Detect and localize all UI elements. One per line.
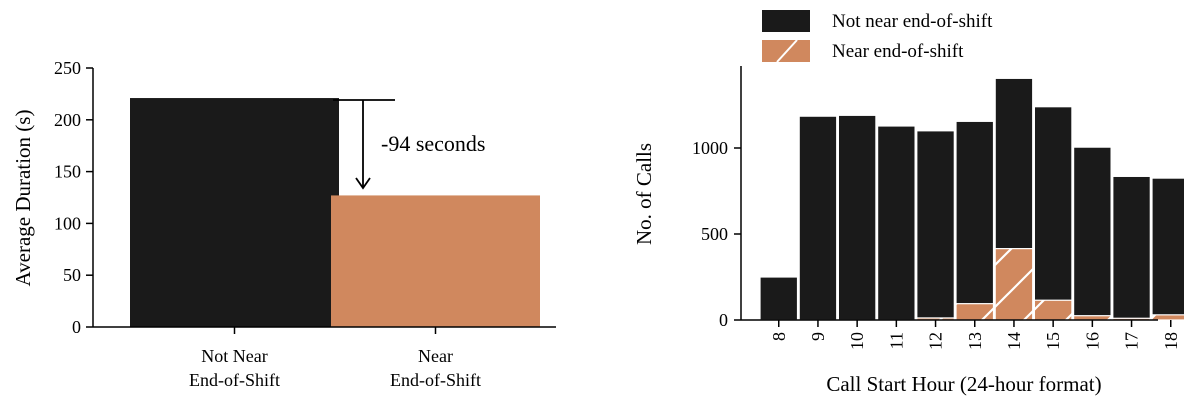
left-y-tick-label: 150	[54, 162, 81, 182]
bar-not-near-hour-16	[1072, 146, 1112, 321]
bar-not-near-hour-11	[876, 125, 916, 321]
bar-near-end-of-shift	[331, 195, 540, 327]
bar-near-hatch-hour-14	[995, 248, 1033, 320]
left-y-axis: 0 50 100 150 200 250	[54, 58, 94, 337]
bar-not-near-hour-10	[837, 114, 877, 321]
bar-near-hatch-hour-12	[916, 317, 955, 320]
right-x-tick-label: 10	[847, 332, 867, 350]
left-y-tick-label: 50	[63, 265, 81, 285]
bar-not-near-hour-18	[1151, 177, 1184, 321]
right-bars	[759, 77, 1184, 321]
bar-not-near-hour-17	[1112, 175, 1151, 321]
annotation-label: -94 seconds	[381, 131, 485, 156]
left-x-tick-label: Not Near	[201, 346, 267, 366]
bar-near-hatch-hour-13	[956, 303, 994, 320]
legend-swatch-near-hatch	[776, 39, 798, 63]
left-y-tick-label: 250	[54, 58, 81, 78]
bar-not-near-hour-9	[798, 115, 838, 321]
right-x-ticks: 8910111213141516171819	[769, 320, 1181, 350]
annotation-arrowhead	[355, 177, 371, 190]
right-x-tick-label: 14	[1004, 332, 1024, 350]
bar-not-near-hour-12	[916, 130, 955, 321]
legend: Not near end-of-shift Near end-of-shift	[762, 10, 993, 63]
bar-not-near-hour-8	[759, 276, 799, 321]
legend-label-not-near: Not near end-of-shift	[832, 11, 993, 32]
bar-not-near-end-of-shift	[130, 98, 339, 327]
right-x-tick-label: 12	[926, 332, 946, 350]
right-chart: Not near end-of-shift Near end-of-shift …	[632, 10, 1184, 396]
right-y-ticks: 0 500 1000	[692, 138, 741, 330]
bar-near-hatch-hour-17	[1112, 318, 1151, 320]
right-x-tick-label: 8	[769, 332, 789, 341]
left-y-tick-label: 200	[54, 110, 81, 130]
left-x-tick-label: Near	[418, 346, 453, 366]
right-x-tick-label: 11	[886, 332, 906, 349]
right-x-tick-label: 15	[1043, 332, 1063, 350]
legend-swatch-not-near	[762, 10, 810, 32]
bar-near-hatch-hour-18	[1152, 314, 1184, 320]
right-x-tick-label: 18	[1161, 332, 1181, 350]
legend-label-near: Near end-of-shift	[832, 41, 964, 62]
right-y-tick-label: 0	[719, 310, 728, 330]
right-y-tick-label: 1000	[692, 138, 728, 158]
left-y-tick-label: 100	[54, 213, 81, 233]
left-y-tick-label: 0	[72, 317, 81, 337]
right-x-tick-label: 16	[1082, 332, 1102, 350]
right-x-tick-label: 13	[965, 332, 985, 350]
left-chart: 0 50 100 150 200 250 Not Near End-of-Shift Near…	[11, 58, 556, 390]
left-bars	[130, 98, 540, 327]
right-x-axis-title: Call Start Hour (24-hour format)	[826, 372, 1101, 396]
left-x-tick-label: End-of-Shift	[390, 370, 481, 390]
right-x-tick-label: 9	[808, 332, 828, 341]
bar-near-hatch-hour-16	[1073, 315, 1112, 320]
left-y-axis-title: Average Duration (s)	[11, 110, 35, 287]
difference-annotation: -94 seconds	[333, 99, 485, 190]
left-x-ticks: Not Near End-of-Shift Near End-of-Shift	[189, 327, 481, 390]
right-y-axis-title: No. of Calls	[632, 143, 656, 245]
left-x-tick-label: End-of-Shift	[189, 370, 280, 390]
bar-not-near-hour-13	[955, 120, 995, 321]
bar-not-near-hour-15	[1033, 106, 1073, 321]
bar-near-hatch-hour-15	[1034, 300, 1072, 320]
right-x-tick-label: 17	[1122, 332, 1142, 350]
right-y-tick-label: 500	[701, 224, 728, 244]
